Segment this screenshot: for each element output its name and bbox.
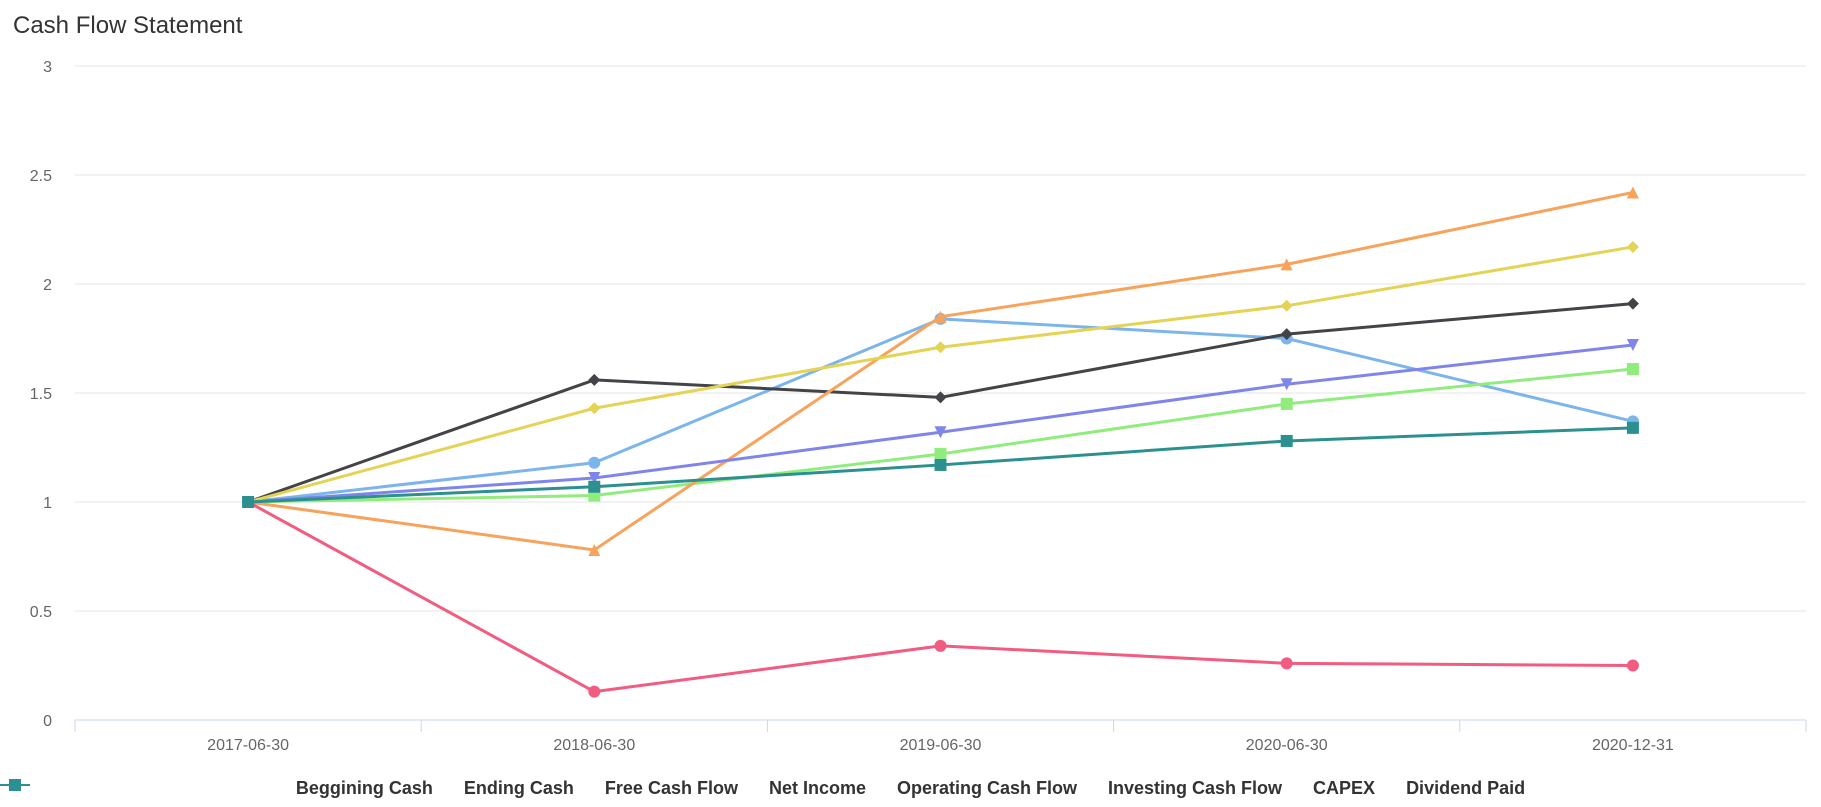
y-tick-label: 0.5	[30, 604, 52, 621]
data-point	[1626, 339, 1639, 352]
data-point	[934, 458, 947, 471]
data-point	[1280, 258, 1293, 271]
data-point	[1280, 299, 1293, 312]
data-point	[934, 448, 947, 461]
legend-label: Operating Cash Flow	[896, 778, 1078, 798]
data-point	[1626, 421, 1639, 434]
data-point	[1626, 186, 1639, 199]
legend-label: Net Income	[768, 778, 866, 798]
x-tick-label: 2017-06-30	[207, 737, 289, 754]
x-tick-label: 2019-06-30	[900, 737, 982, 754]
data-point	[1280, 657, 1293, 670]
legend-symbol-icon	[0, 779, 30, 791]
legend-label: Beggining Cash	[295, 778, 433, 798]
data-point	[588, 685, 601, 698]
data-point	[934, 341, 947, 354]
legend-item[interactable]: Investing Cash Flow	[0, 778, 1283, 799]
data-point	[588, 373, 601, 386]
data-point	[934, 639, 947, 652]
data-point	[1626, 240, 1639, 253]
data-point	[588, 480, 601, 493]
data-point	[1626, 659, 1639, 672]
legend-label: Dividend Paid	[1406, 778, 1526, 798]
chart-legend: Beggining Cash Ending Cash Free Cash Flow N…	[0, 778, 1821, 799]
y-tick-label: 1	[43, 495, 52, 512]
x-tick-label: 2020-12-31	[1592, 737, 1674, 754]
data-point	[1626, 297, 1639, 310]
legend-item[interactable]: Free Cash Flow	[0, 778, 738, 799]
y-tick-label: 2.5	[30, 168, 52, 185]
legend-item[interactable]: Beggining Cash	[0, 778, 433, 799]
data-point	[934, 310, 947, 323]
y-tick-label: 0	[43, 713, 52, 730]
data-point	[1280, 397, 1293, 410]
data-point	[1626, 363, 1639, 376]
data-point	[1280, 328, 1293, 341]
x-tick-label: 2018-06-30	[553, 737, 635, 754]
data-point	[934, 426, 947, 439]
x-tick-label: 2020-06-30	[1246, 737, 1328, 754]
data-point	[242, 496, 255, 508]
y-tick-label: 1.5	[30, 386, 52, 403]
legend-label: Ending Cash	[463, 778, 574, 798]
legend-item[interactable]: Operating Cash Flow	[0, 778, 1078, 799]
y-tick-label: 2	[43, 277, 52, 294]
legend-item[interactable]: Net Income	[0, 778, 866, 799]
legend-item[interactable]: CAPEX	[0, 778, 1376, 799]
legend-label: CAPEX	[1313, 778, 1376, 798]
legend-item[interactable]: Ending Cash	[0, 778, 574, 799]
data-point	[588, 402, 601, 415]
legend-label: Free Cash Flow	[604, 778, 738, 798]
data-point	[934, 391, 947, 404]
data-point	[1280, 378, 1293, 391]
data-point	[1280, 434, 1293, 447]
data-point	[588, 543, 601, 556]
legend-label: Investing Cash Flow	[1108, 778, 1283, 798]
chart-title: Cash Flow Statement	[13, 12, 243, 39]
data-point	[588, 456, 601, 469]
legend-item[interactable]: Dividend Paid	[0, 778, 1526, 799]
y-tick-label: 3	[43, 59, 52, 76]
data-point	[588, 472, 601, 485]
